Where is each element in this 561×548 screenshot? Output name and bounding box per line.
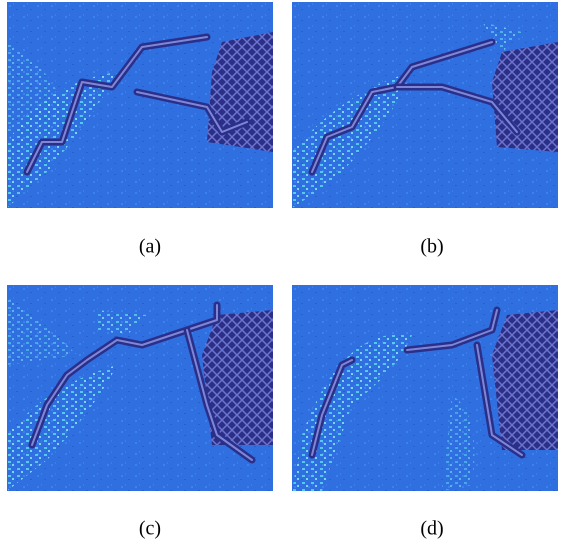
panel-caption: (c) xyxy=(139,518,161,540)
panel-image xyxy=(7,2,273,208)
panel-caption: (d) xyxy=(420,518,443,540)
panel-image xyxy=(7,285,273,491)
panel-image xyxy=(292,2,558,208)
panel-image xyxy=(292,285,558,491)
panel-caption: (a) xyxy=(139,236,161,258)
panel-caption: (b) xyxy=(420,236,443,258)
figure: (a) (b) (c) (d) xyxy=(0,0,561,548)
